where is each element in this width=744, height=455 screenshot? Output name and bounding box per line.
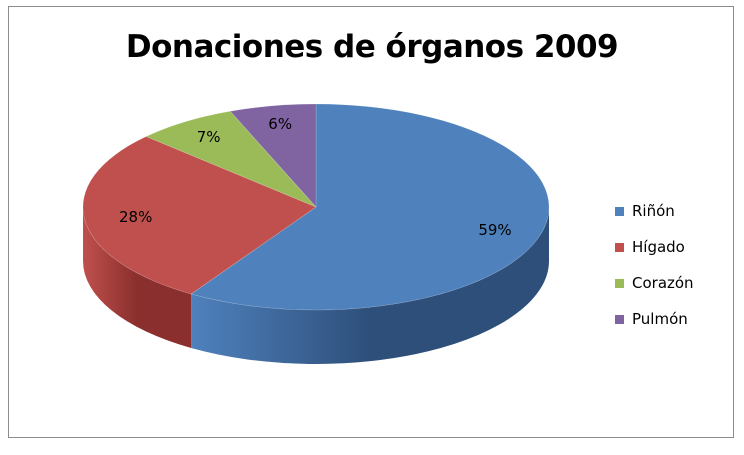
pie-slice-1 xyxy=(190,103,550,311)
slice-label-1: 59% xyxy=(478,221,511,239)
legend-item-2: Hígado xyxy=(615,229,725,265)
pie-slice-3 xyxy=(145,110,317,208)
legend-swatch-2 xyxy=(615,242,624,252)
legend-item-4: Pulmón xyxy=(615,301,725,337)
pie-side-group xyxy=(83,207,550,365)
pie-slice-4 xyxy=(229,103,317,208)
slice-label-3: 7% xyxy=(197,128,221,146)
legend-label-1: Riñón xyxy=(632,202,675,220)
legend-swatch-1 xyxy=(615,206,624,216)
pie-side-1 xyxy=(191,207,550,365)
legend-label-2: Hígado xyxy=(632,238,685,256)
pie-chart: 59% 28% 7% 6% xyxy=(82,103,550,365)
legend-swatch-4 xyxy=(615,314,624,324)
legend-label-3: Corazón xyxy=(632,274,694,292)
chart-area: Donaciones de órganos 2009 59% 28% 7% 6% Ri… xyxy=(8,6,734,438)
slice-label-4: 6% xyxy=(268,115,292,133)
legend-item-1: Riñón xyxy=(615,193,725,229)
chart-title: Donaciones de órganos 2009 xyxy=(125,29,619,65)
pie-slice-2 xyxy=(82,136,317,295)
pie-side-2 xyxy=(83,207,192,348)
legend-swatch-3 xyxy=(615,278,624,288)
legend-label-4: Pulmón xyxy=(632,310,688,328)
pie-top-group xyxy=(82,103,550,311)
legend-item-3: Corazón xyxy=(615,265,725,301)
slice-label-2: 28% xyxy=(119,208,152,226)
chart-legend: Riñón Hígado Corazón Pulmón xyxy=(615,193,725,337)
